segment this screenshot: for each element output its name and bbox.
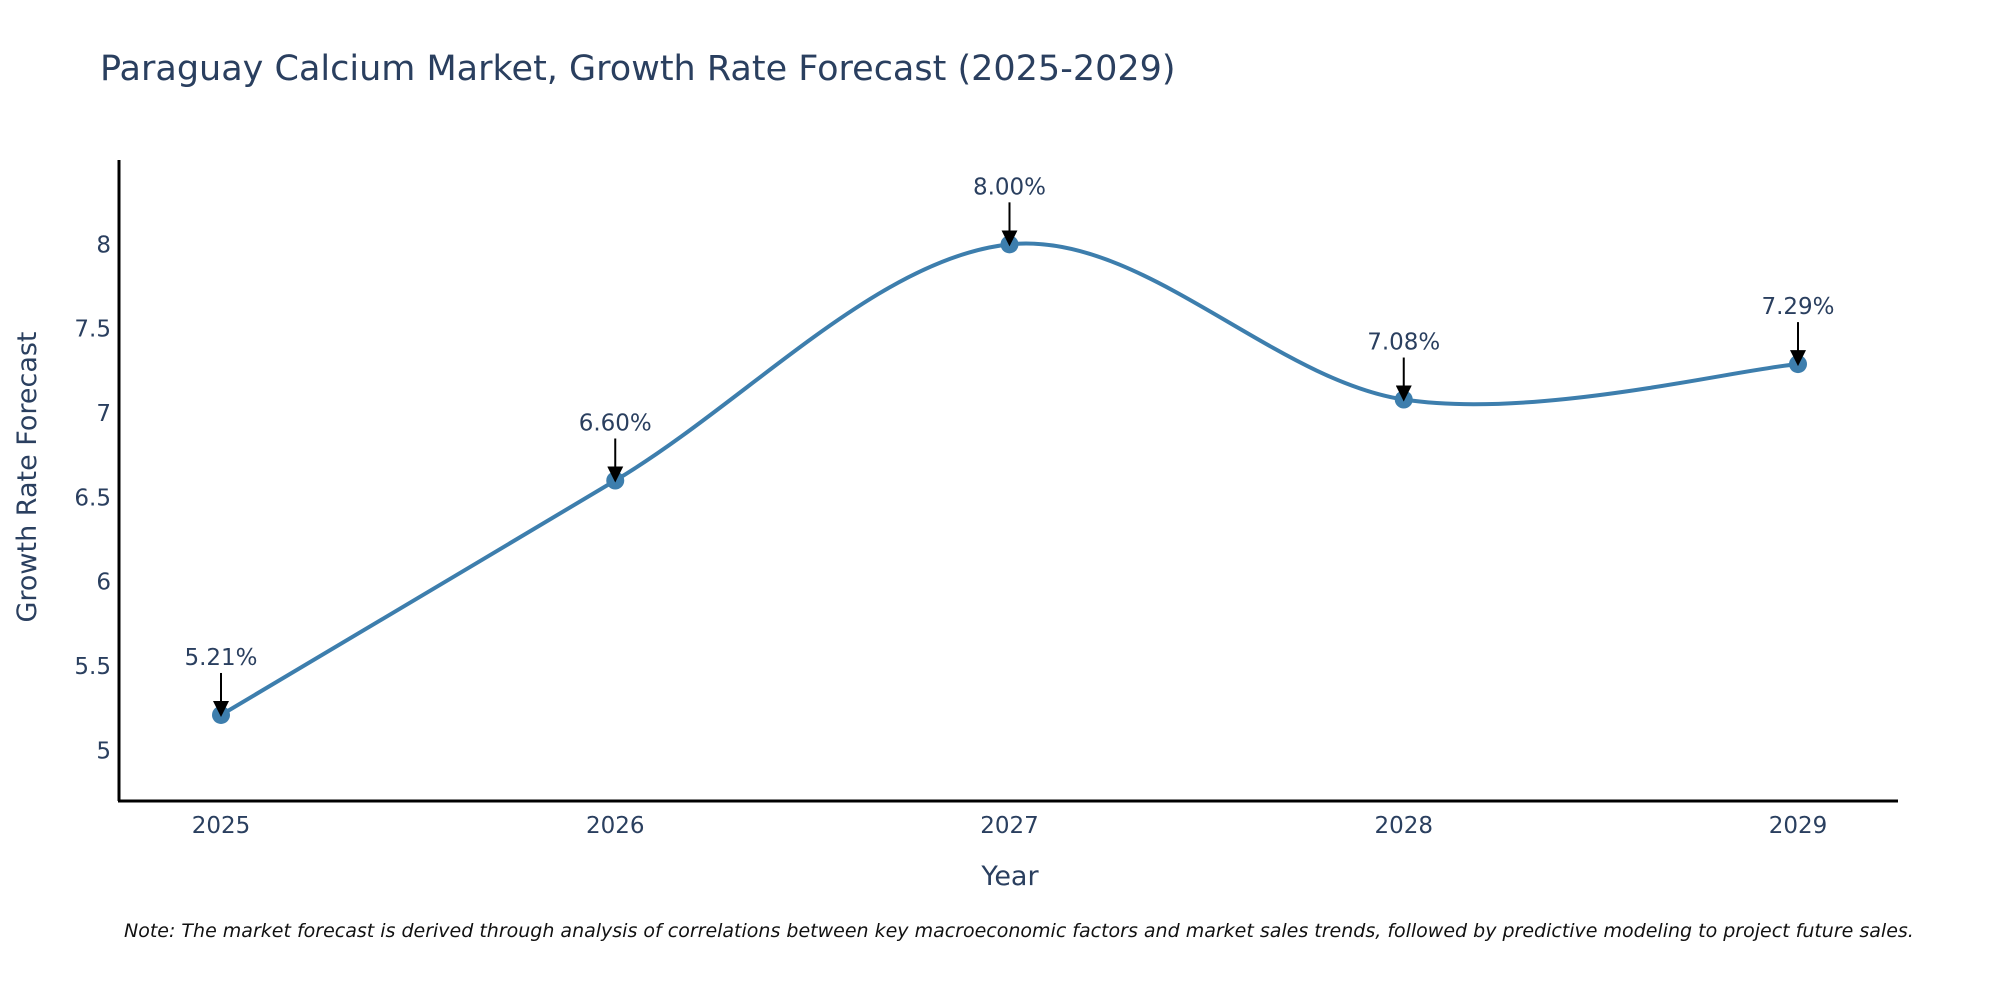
series-line: [219, 241, 1800, 717]
x-tick-label: 2025: [192, 813, 251, 839]
y-tick-label: 6.5: [74, 485, 111, 511]
x-tick-label: 2027: [980, 813, 1039, 839]
x-axis-title: Year: [980, 861, 1039, 892]
y-tick-label: 5: [96, 738, 111, 764]
y-axis-title: Growth Rate Forecast: [12, 331, 43, 622]
y-tick-label: 8: [96, 232, 111, 258]
x-tick-label: 2029: [1769, 813, 1828, 839]
chart-title: Paraguay Calcium Market, Growth Rate For…: [100, 49, 1176, 89]
data-label: 6.60%: [579, 411, 652, 437]
data-label: 8.00%: [973, 174, 1046, 200]
plot-area: 5 5.5 6 6.5 7 7.5 8 2025 2026 2027 2028 2029 5.21% 6.…: [74, 160, 1898, 839]
footnote: Note: The market forecast is derived thr…: [124, 920, 1914, 942]
data-label: 5.21%: [184, 645, 257, 671]
data-label: 7.08%: [1367, 330, 1440, 356]
x-tick-label: 2028: [1374, 813, 1433, 839]
y-tick-label: 6: [96, 570, 111, 596]
data-label: 7.29%: [1761, 294, 1834, 320]
x-tick-label: 2026: [586, 813, 645, 839]
y-tick-label: 5.5: [74, 654, 111, 680]
y-tick-label: 7.5: [74, 317, 111, 343]
y-tick-label: 7: [96, 401, 111, 427]
